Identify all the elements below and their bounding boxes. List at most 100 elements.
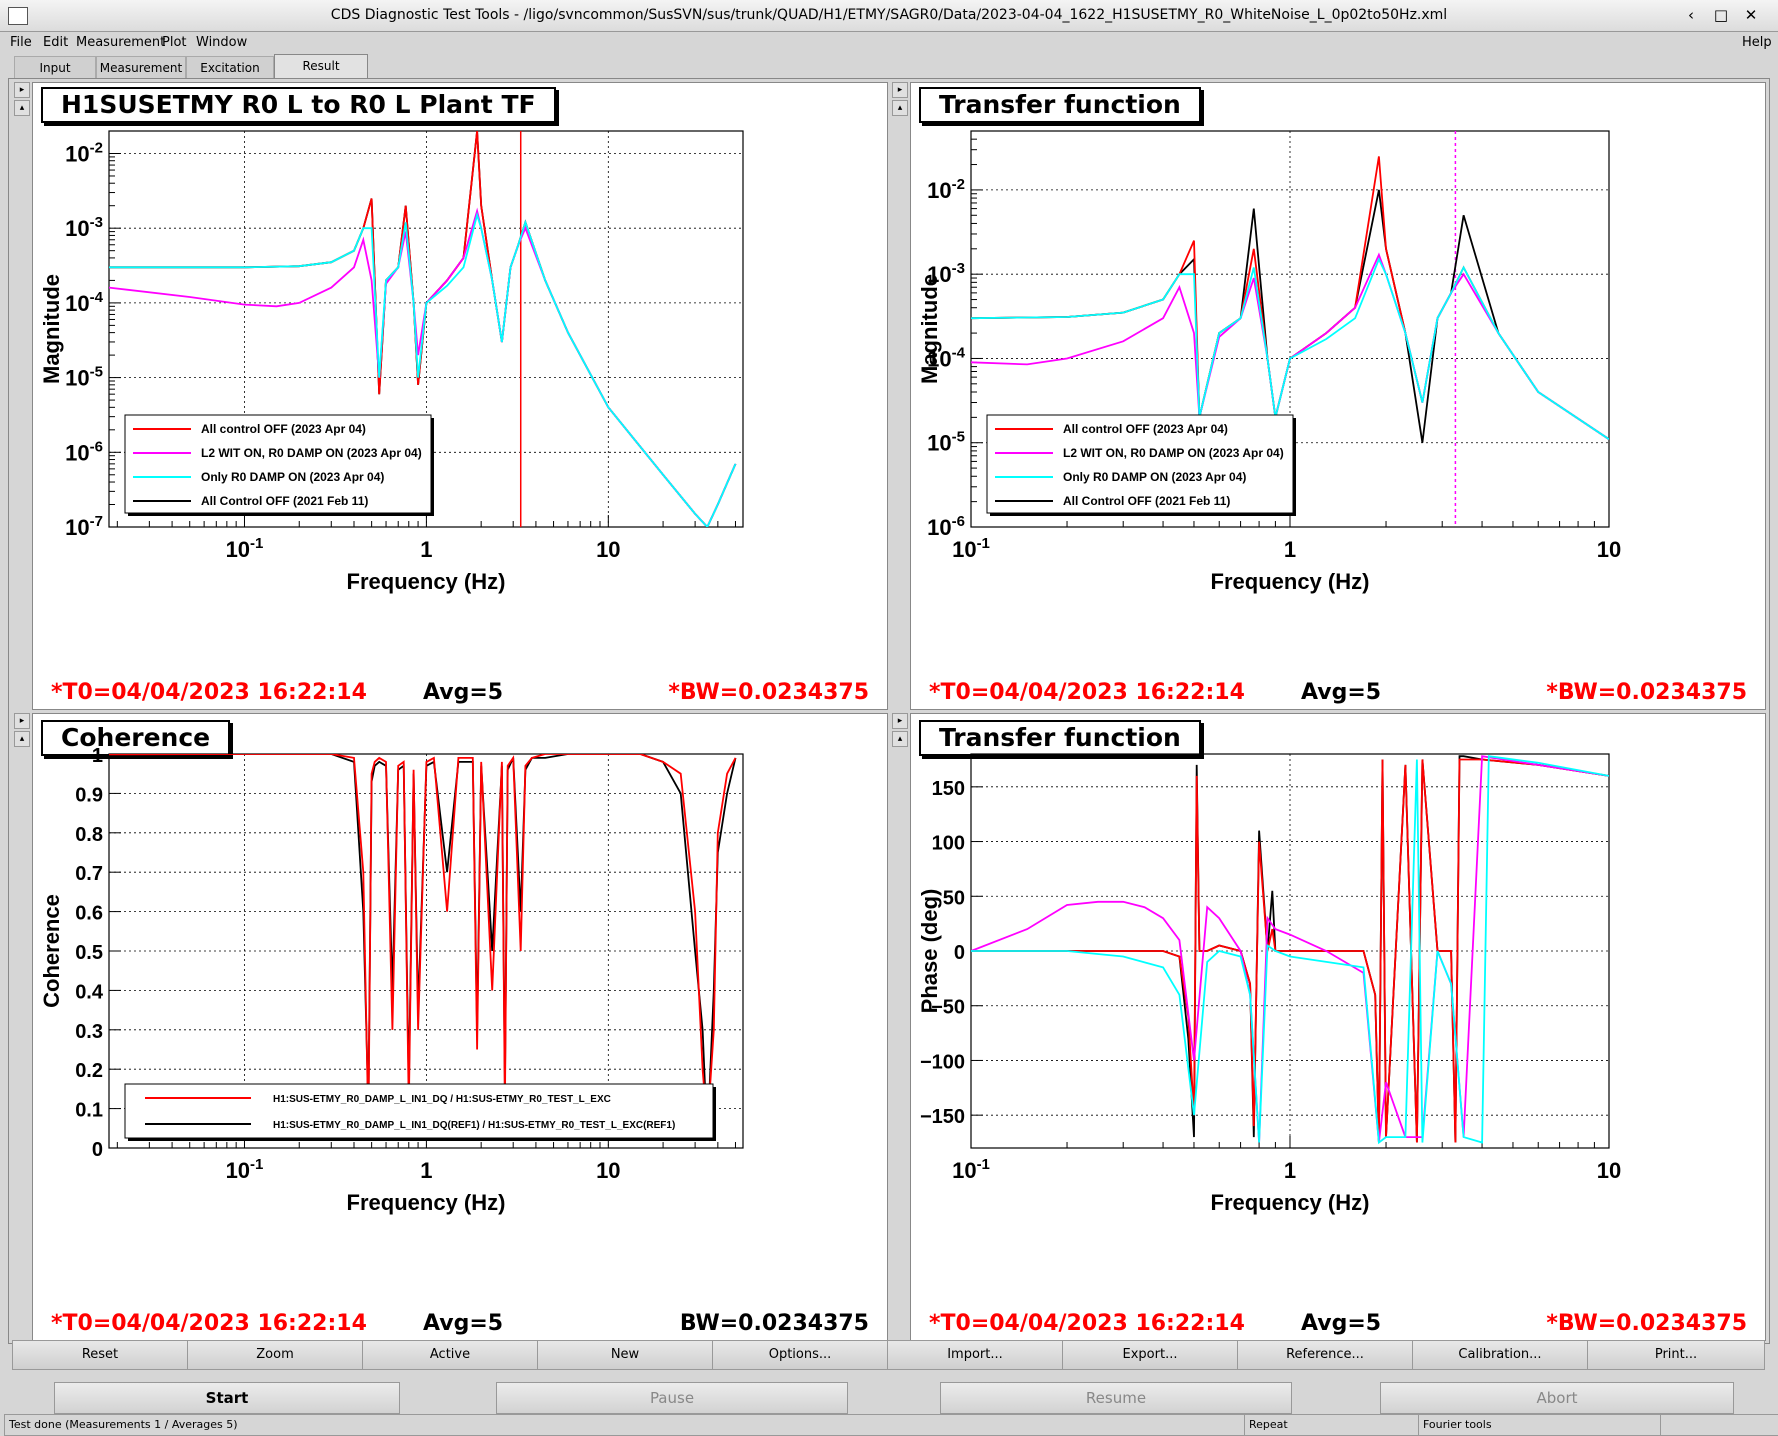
plot-frame [108,753,744,1149]
magnitude-plot-2[interactable]: 10-2 10-3 10-4 10-5 10-610-1 1 10 Frequency (Hz… [911,83,1763,663]
new-button[interactable]: New [537,1340,713,1370]
tab-result[interactable]: Result [274,54,368,79]
menu-window[interactable]: Window [196,35,248,50]
phase-plot[interactable]: 150 100 50 0 −50 −100 −150 10-1 1 10 Frequency (Hz… [911,714,1763,1294]
tab-input[interactable]: Input [14,56,96,79]
y-tick-label: 0 [954,942,965,964]
avg-label: Avg=5 [1301,680,1382,705]
x-tick-label: 10-1 [952,535,990,562]
x-tick-label: 10-1 [226,535,264,562]
plot-panel-phase[interactable]: Transfer function 150 100 50 0 −50 −100 −150 10… [910,713,1766,1341]
panel-expand-button[interactable]: ▸ [14,82,30,98]
avg-label: Avg=5 [423,680,504,705]
menu-plot[interactable]: Plot [162,35,187,50]
x-axis-title: Frequency (Hz) [347,1190,506,1215]
panel-expand-button[interactable]: ▸ [892,713,908,729]
y-tick-label: 1 [92,745,103,767]
t0-label: *T0=04/04/2023 16:22:14 [929,1311,1245,1336]
menu-measurement[interactable]: Measurement [76,35,166,50]
import-button[interactable]: Import... [887,1340,1063,1370]
plot-panel-magnitude-2[interactable]: Transfer function 10-2 10-3 10-4 10-5 10-6 10… [910,82,1766,710]
legend-entry: H1:SUS-ETMY_R0_DAMP_L_IN1_DQ / H1:SUS-ET… [273,1094,611,1105]
plot-panel-magnitude-1[interactable]: H1SUSETMY R0 L to R0 L Plant TF 10-2 10-3… [32,82,888,710]
y-tick-label: 0.6 [75,903,103,925]
y-axis-title: Magnitude [917,274,942,384]
panel-title: Transfer function [919,720,1201,756]
legend-box [124,414,432,514]
panel-collapse-button[interactable]: ▴ [892,731,908,747]
series-line-2 [109,211,737,527]
plot-panel-coherence[interactable]: Coherence 1 0.9 0.8 0.7 0.6 0.5 0.4 0.3 0.2 0.1 0 1… [32,713,888,1341]
print-button[interactable]: Print... [1587,1340,1765,1370]
status-text: Test done (Measurements 1 / Averages 5) [4,1414,1248,1436]
start-button[interactable]: Start [54,1382,400,1414]
y-tick-label: 10-5 [65,364,103,391]
resume-button[interactable]: Resume [940,1382,1292,1414]
y-tick-label: 10-4 [65,289,103,316]
menu-file[interactable]: File [10,35,32,50]
active-button[interactable]: Active [362,1340,538,1370]
menu-edit[interactable]: Edit [43,35,69,50]
x-tick-label: 1 [1284,537,1296,562]
plot-frame [108,130,744,528]
menu-help[interactable]: Help [1742,35,1772,50]
y-tick-label: 0.7 [75,863,103,885]
panel-collapse-button[interactable]: ▴ [14,100,30,116]
series-line-0 [971,758,1609,1143]
reset-button[interactable]: Reset [12,1340,188,1370]
x-axis-title: Frequency (Hz) [1211,1190,1370,1215]
y-tick-label: 10-6 [65,438,103,465]
tab-measurement[interactable]: Measurement [96,56,186,79]
legend-entry: All Control OFF (2021 Feb 11) [201,494,368,508]
status-empty [1660,1414,1778,1436]
export-button[interactable]: Export... [1062,1340,1238,1370]
x-tick-label: 10-1 [226,1156,264,1183]
zoom-button[interactable]: Zoom [187,1340,363,1370]
window-title: CDS Diagnostic Test Tools - /ligo/svncom… [330,7,1448,23]
plot-frame [970,130,1610,528]
y-tick-label: 0.3 [75,1021,103,1043]
abort-button[interactable]: Abort [1380,1382,1734,1414]
panel-collapse-button[interactable]: ▴ [14,731,30,747]
y-tick-label: 0 [92,1139,103,1161]
panel-collapse-button[interactable]: ▴ [892,100,908,116]
y-tick-label: 10-6 [927,513,965,540]
x-tick-label: 1 [1284,1158,1296,1183]
maximize-icon[interactable]: □ [1713,6,1729,24]
legend-entry: All Control OFF (2021 Feb 11) [1063,494,1230,508]
y-axis-title: Phase (deg) [917,889,942,1014]
avg-label: Avg=5 [423,1311,504,1336]
x-tick-label: 1 [420,537,432,562]
panel-title: H1SUSETMY R0 L to R0 L Plant TF [41,87,556,123]
avg-label: Avg=5 [1301,1311,1382,1336]
bw-label: *BW=0.0234375 [668,680,869,705]
series-line-2 [971,755,1609,1145]
y-tick-label: 10-2 [65,139,103,166]
y-tick-label: 0.9 [75,784,103,806]
y-tick-label: 50 [943,887,965,909]
minimize-icon[interactable]: ‹ [1688,6,1694,24]
coherence-plot[interactable]: 1 0.9 0.8 0.7 0.6 0.5 0.4 0.3 0.2 0.1 0 10-1 1 10 Freq… [33,714,885,1294]
panel-expand-button[interactable]: ▸ [892,82,908,98]
legend-entry: L2 WIT ON, R0 DAMP ON (2023 Apr 04) [201,446,422,460]
reference-button[interactable]: Reference... [1237,1340,1413,1370]
legend-entry: Only R0 DAMP ON (2023 Apr 04) [201,470,384,484]
close-icon[interactable]: ✕ [1744,6,1758,24]
calibration-button[interactable]: Calibration... [1412,1340,1588,1370]
y-axis-title: Coherence [39,894,64,1008]
y-tick-label: −50 [931,997,965,1019]
menu-bar: File Edit Measurement Plot Window Help [0,32,1778,54]
y-tick-label: 10-2 [927,176,965,203]
magnitude-plot-1[interactable]: 10-2 10-3 10-4 10-5 10-6 10-7 10-1 1 10 Frequency… [33,83,885,663]
pause-button[interactable]: Pause [496,1382,848,1414]
y-tick-label: 10-3 [65,214,103,241]
legend-entry: All control OFF (2023 Apr 04) [1063,422,1228,436]
window-title-bar: CDS Diagnostic Test Tools - /ligo/svncom… [0,0,1778,32]
y-tick-label: −100 [920,1051,965,1073]
x-tick-label: 1 [420,1158,432,1183]
tab-excitation[interactable]: Excitation [186,56,274,79]
y-tick-label: 10-5 [927,429,965,456]
panel-expand-button[interactable]: ▸ [14,713,30,729]
t0-label: *T0=04/04/2023 16:22:14 [51,1311,367,1336]
options-button[interactable]: Options... [712,1340,888,1370]
